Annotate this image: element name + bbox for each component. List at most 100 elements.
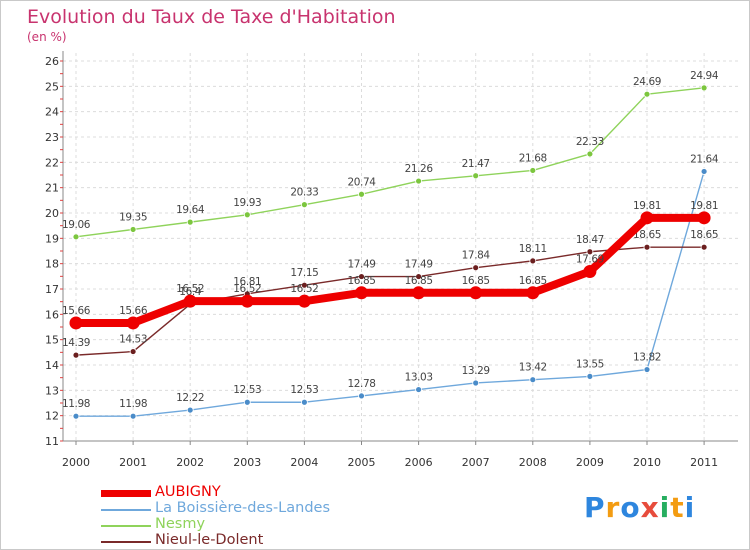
y-tick-label: 18 <box>45 258 59 271</box>
legend-swatch <box>101 541 151 543</box>
data-point <box>700 243 708 251</box>
series-line <box>75 87 705 238</box>
data-label: 16.85 <box>519 275 547 287</box>
data-label: 17.84 <box>462 250 491 262</box>
data-point <box>700 168 708 175</box>
logo-letter: i <box>659 491 671 524</box>
series-aubigny: 15.66 15.66 16.52 16.52 16.52 16.85 16.85 16.85… <box>62 200 719 330</box>
y-tick-label: 23 <box>45 131 59 144</box>
x-tick-label: 2002 <box>176 456 204 469</box>
data-point <box>415 177 423 185</box>
x-tick-label: 2009 <box>576 456 604 469</box>
chart-title: Evolution du Taux de Taxe d'Habitation <box>27 6 396 28</box>
data-label: 16.85 <box>347 275 375 287</box>
data-point <box>415 386 423 393</box>
legend-swatch <box>101 490 151 497</box>
unit-label: (en %) <box>27 30 67 44</box>
data-label: 16.52 <box>290 283 318 295</box>
x-tick-label: 2006 <box>405 456 433 469</box>
series-line <box>76 171 705 417</box>
data-point <box>643 243 651 251</box>
y-tick-label: 25 <box>45 80 59 93</box>
y-tick-label: 26 <box>45 55 59 68</box>
data-label: 22.33 <box>576 136 604 148</box>
y-tick-label: 19 <box>45 232 59 245</box>
data-label: 18.47 <box>576 234 604 246</box>
data-point <box>586 248 594 256</box>
data-label: 19.06 <box>62 219 91 231</box>
data-label: 16.85 <box>405 275 433 287</box>
data-point <box>297 294 311 308</box>
data-point <box>583 265 597 279</box>
data-point <box>358 190 365 198</box>
data-point <box>415 273 423 280</box>
data-label: 19.35 <box>119 211 147 223</box>
proxiti-logo: Proxiti <box>584 491 695 524</box>
data-point <box>700 84 708 92</box>
data-point <box>472 172 480 180</box>
series-la-boissi-re-des-landes: 11.98 11.98 12.22 12.53 12.53 12.78 13.03 13.29… <box>62 153 719 420</box>
data-label: 11.98 <box>62 398 90 410</box>
data-label: 12.78 <box>347 378 375 390</box>
data-point <box>240 294 254 308</box>
data-point <box>186 406 194 414</box>
data-point <box>526 286 540 300</box>
data-label: 19.81 <box>633 200 661 212</box>
x-tick-label: 2008 <box>519 456 547 469</box>
data-label: 16.52 <box>176 283 204 295</box>
data-label: 19.93 <box>233 197 261 209</box>
data-point <box>129 348 137 355</box>
x-tick-label: 2007 <box>462 456 490 469</box>
x-tick-label: 2003 <box>233 456 261 469</box>
data-point <box>72 351 80 359</box>
data-point <box>697 211 711 225</box>
logo-letter: i <box>684 491 696 524</box>
data-label: 21.26 <box>405 163 434 175</box>
data-point <box>300 398 308 406</box>
y-tick-label: 14 <box>45 359 59 372</box>
data-point <box>126 316 140 330</box>
data-label: 13.03 <box>405 372 433 384</box>
legend-label: La Boissière-des-Landes <box>155 500 331 516</box>
data-point <box>72 233 80 241</box>
data-label: 15.66 <box>119 305 148 317</box>
data-label: 13.55 <box>576 358 604 370</box>
data-point <box>243 211 251 219</box>
data-label: 13.29 <box>462 365 490 377</box>
data-point <box>586 372 594 380</box>
logo-letter: x <box>640 491 660 524</box>
y-tick-label: 12 <box>45 410 59 423</box>
data-label: 18.65 <box>690 229 718 241</box>
x-tick-label: 2005 <box>348 456 376 469</box>
series-nieul-le-dolent: 14.39 14.53 16.4 16.81 17.15 17.49 17.49 17.84 1… <box>62 229 719 359</box>
x-tick-label: 2004 <box>290 456 318 469</box>
data-label: 17.49 <box>347 259 375 271</box>
data-point <box>643 90 651 98</box>
data-label: 13.42 <box>519 362 547 374</box>
data-label: 21.64 <box>690 153 719 165</box>
data-label: 12.53 <box>233 384 261 396</box>
y-tick-label: 24 <box>45 106 59 119</box>
x-tick-label: 2010 <box>633 456 661 469</box>
data-label: 24.69 <box>633 76 661 88</box>
data-point <box>72 412 80 420</box>
data-point <box>529 257 537 265</box>
data-label: 12.22 <box>176 392 204 404</box>
data-label: 21.47 <box>462 158 490 170</box>
y-tick-label: 16 <box>45 308 59 321</box>
data-label: 16.85 <box>462 275 490 287</box>
data-point <box>69 316 83 330</box>
data-label: 19.81 <box>690 200 718 212</box>
data-point <box>129 226 137 233</box>
data-point <box>469 286 483 300</box>
logo-letter: r <box>605 491 621 524</box>
y-tick-label: 11 <box>45 435 59 448</box>
legend-swatch <box>101 509 151 511</box>
data-point <box>300 281 308 289</box>
data-point <box>186 218 194 226</box>
data-point <box>300 201 308 209</box>
data-label: 17.15 <box>290 267 318 279</box>
x-tick-label: 2001 <box>119 456 147 469</box>
data-point <box>586 150 594 158</box>
